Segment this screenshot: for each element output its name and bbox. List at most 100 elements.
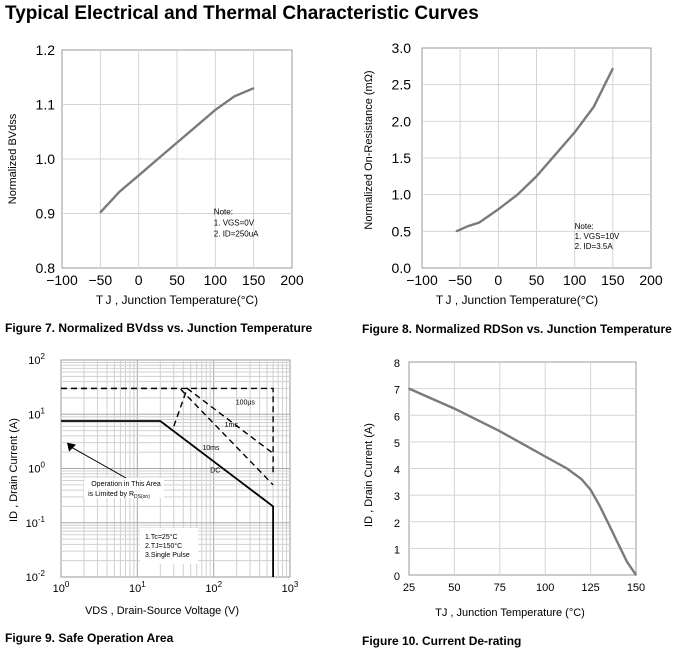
fig10-y-tick-label: 0 <box>394 571 400 583</box>
fig10-x-tick-label: 100 <box>536 582 554 594</box>
fig10-x-tick-label: 25 <box>403 582 415 594</box>
fig9-annotation-line-1: Operation in This Area <box>91 481 161 488</box>
fig10-x-tick-label: 150 <box>627 582 645 594</box>
fig7-data-point <box>157 158 159 160</box>
fig9-x-axis-label: VDS , Drain-Source Voltage (V) <box>85 605 239 617</box>
fig7-y-tick-label: 0.9 <box>36 206 56 222</box>
fig8-note-line-2: 2. ID=3.5A <box>575 242 614 251</box>
fig9-note-bg <box>140 528 198 564</box>
fig8-x-tick-label: 0 <box>494 272 502 288</box>
fig10-y-tick-label: 6 <box>394 411 400 423</box>
fig7-y-tick-label: 1.1 <box>36 97 56 113</box>
fig8-y-tick-label: 2.0 <box>392 113 412 129</box>
fig7-x-tick-label: 150 <box>242 272 266 288</box>
fig8-data-point <box>497 208 500 211</box>
fig9-series-line-100s <box>61 387 274 476</box>
fig7-data-point <box>118 190 121 193</box>
fig10-y-tick-label: 8 <box>394 358 400 370</box>
fig7-x-axis-label: T J , Junction Temperature(°C) <box>96 293 258 307</box>
fig8-data-point <box>467 225 469 227</box>
fig8-x-tick-label: 200 <box>639 272 663 288</box>
fig8-x-axis-label: T J , Junction Temperature(°C) <box>436 293 598 307</box>
fig8-note-line-1: 1. VGS=10V <box>575 232 620 241</box>
fig9-annotation-line-2: is Limited by RDS(on) <box>88 491 150 500</box>
fig9-annotation-arrowhead <box>67 442 77 452</box>
fig8-data-point <box>478 221 481 224</box>
fig7-data-point <box>99 211 102 214</box>
fig8-series-line <box>455 67 614 233</box>
fig10-y-tick-label: 4 <box>394 465 400 477</box>
fig7-x-tick-label: 100 <box>204 272 228 288</box>
fig10-data-point <box>635 574 637 576</box>
fig10-y-tick-label: 3 <box>394 491 400 503</box>
fig10-y-tick-label: 5 <box>394 438 400 450</box>
figure-10-caption: Figure 10. Current De-rating <box>362 634 522 648</box>
fig9-series-line-DC <box>61 420 275 577</box>
fig8-x-tick-label: 100 <box>563 272 587 288</box>
fig9-note-line-3: 3.Single Pulse <box>145 552 190 559</box>
fig8-data-point <box>612 67 614 70</box>
fig10-x-axis-label: TJ , Junction Temperature (°C) <box>435 607 585 619</box>
fig10-y-tick-label: 7 <box>394 385 400 397</box>
fig9-annotation-arrow-shaft <box>71 447 127 479</box>
fig8-y-axis-label: Normalized On-Resistance (mΩ) <box>363 70 375 229</box>
fig10-data-point <box>580 478 583 480</box>
fig7-data-point <box>137 174 140 177</box>
fig9-series-line-1ms <box>173 387 274 454</box>
fig8-y-tick-label: 1.5 <box>392 150 412 166</box>
fig10-y-tick-label: 2 <box>394 518 400 530</box>
fig10-data-point <box>408 387 410 390</box>
fig8-data-point <box>535 175 538 178</box>
fig8-data-point <box>516 193 519 196</box>
fig8-y-tick-label: 0.0 <box>392 260 412 276</box>
fig7-y-tick-label: 1.2 <box>36 42 56 58</box>
fig10-data-point <box>607 523 610 526</box>
fig9-curve-label: 10ms <box>202 445 220 452</box>
fig10-x-tick-label: 125 <box>581 582 599 594</box>
fig7-data-point <box>252 87 255 89</box>
fig7-y-tick-label: 1.0 <box>36 151 56 167</box>
fig8-x-tick-label: −50 <box>448 272 472 288</box>
fig10-data-point <box>499 430 501 433</box>
fig8-data-point <box>554 153 557 156</box>
fig10-y-tick-label: 1 <box>394 544 400 556</box>
fig7-y-axis-label: Normalized BVdss <box>7 113 19 204</box>
fig8-x-tick-label: −100 <box>406 272 438 288</box>
fig9-y-axis-label: ID , Drain Current (A) <box>8 418 20 522</box>
fig7-data-point <box>176 141 178 144</box>
fig7-note-line-2: 2. ID=250uA <box>214 230 259 239</box>
fig8-data-point <box>455 230 458 233</box>
fig9-note-line-2: 2.TJ=150°C <box>145 542 182 550</box>
fig10-data-point <box>598 504 601 507</box>
fig9-note-line-1: 1.Tc=25°C <box>145 533 178 541</box>
fig8-note-title: Note: <box>575 222 594 231</box>
fig8-data-point <box>573 131 576 134</box>
fig7-x-tick-label: 50 <box>169 272 185 288</box>
fig8-x-tick-label: 50 <box>529 272 545 288</box>
fig7-x-tick-label: 0 <box>135 272 143 288</box>
figure-9-caption: Figure 9. Safe Operation Area <box>5 631 174 645</box>
fig7-x-tick-label: 200 <box>280 272 304 288</box>
fig10-data-point <box>626 560 628 563</box>
fig8-y-tick-label: 3.0 <box>392 40 412 56</box>
fig9-curve-label: 100µs <box>236 400 256 407</box>
fig9-curve-label: DC <box>210 467 220 474</box>
fig10-data-point <box>453 407 456 410</box>
fig8-y-tick-label: 2.5 <box>392 77 412 93</box>
fig9-annotation-bg <box>84 478 164 498</box>
fig10-data-point <box>617 542 619 544</box>
fig10-data-point <box>589 489 592 491</box>
fig7-note-line-1: 1. VGS=0V <box>214 219 255 228</box>
fig7-y-tick-label: 0.8 <box>36 260 56 276</box>
fig10-data-point <box>566 467 568 470</box>
figure-8-caption: Figure 8. Normalized RDSon vs. Junction … <box>362 322 672 336</box>
fig8-y-tick-label: 1.0 <box>392 187 412 203</box>
fig10-x-tick-label: 50 <box>448 582 460 594</box>
fig10-x-tick-label: 75 <box>494 582 506 594</box>
fig7-data-point <box>214 109 217 111</box>
fig7-x-tick-label: −50 <box>88 272 112 288</box>
page-title: Typical Electrical and Thermal Character… <box>5 3 479 24</box>
